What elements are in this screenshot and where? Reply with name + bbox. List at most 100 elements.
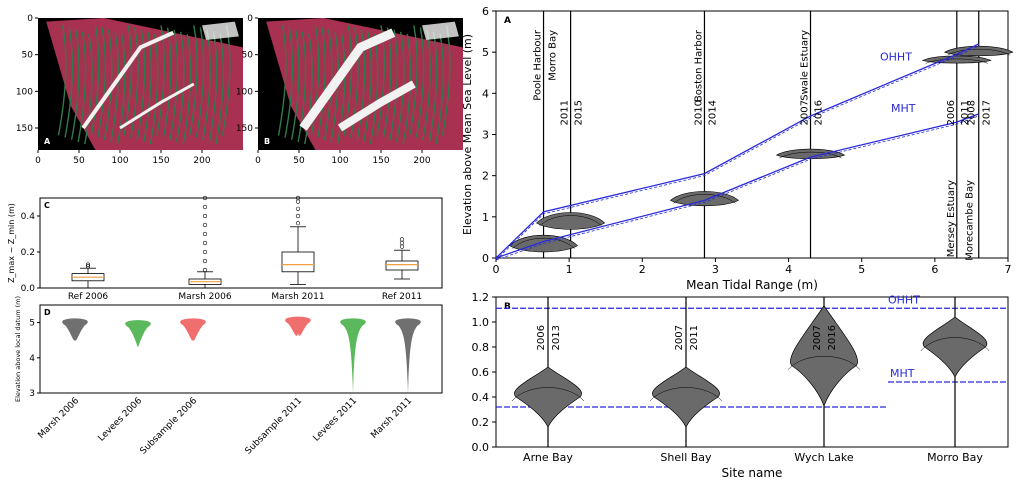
year-label: 2011 [960,100,971,125]
y-tick-label: 1 [482,211,489,224]
outlier-point [202,249,208,255]
x-tick-label: Marsh 2006 [178,292,231,302]
violin [652,366,720,428]
y-tick-label: 3 [29,389,35,399]
panel-label: D [44,308,51,317]
outlier-point [202,222,208,228]
map-bright-patch [202,21,239,40]
outlier-point [85,264,91,269]
y-axis-label: Elevation above local datum (m) [14,296,22,402]
y-tick-label: 2 [482,170,489,183]
violin [536,212,606,230]
map-channel [297,31,307,143]
x-tick-label: 0 [35,156,41,166]
y-tick-label: 5 [482,46,489,59]
y-tick-label: 100 [16,87,33,97]
x-axis-label: Site name [722,466,783,480]
site-name-label: Boston Harbor [693,29,704,102]
map-channel-network [57,25,231,145]
x-tick-label: 5 [858,263,865,276]
violin-outline [787,356,861,370]
map-channel [215,34,224,145]
year-label: 2017 [982,100,993,125]
y-tick-label: 100 [236,87,253,97]
site-violin-panel: B 0.0 0.2 0.4 0.6 0.8 1.0 1.2 Site name OHHT MHT Ar… [472,291,1009,480]
panel-label: A [504,16,511,26]
year-label: 2014 [707,100,718,125]
x-tick-label: Wych Lake [794,451,854,464]
map-channel [182,34,192,145]
y-tick-label: 0.2 [21,248,35,258]
violin [922,316,988,378]
map-channel [290,29,300,140]
map-channel [129,27,139,138]
map-channel [123,25,133,136]
map-channel [103,29,113,140]
y-tick-label: 0 [27,14,33,24]
x-tick-label: Marsh 2006 [36,396,81,441]
x-tick-label: 200 [413,156,430,166]
map-channel [90,25,100,136]
map-channel [149,34,159,145]
x-tick-label: 1 [566,263,573,276]
panel-label: C [44,201,50,210]
y-tick-label: 6 [482,5,489,18]
map-channel [284,27,294,138]
map-channel [116,34,126,145]
x-tick-label: Marsh 2011 [271,292,324,302]
site-name-label: Poole Harbour [533,29,544,101]
x-tick-label: 7 [1005,263,1012,276]
x-tick-label: Shell Bay [660,451,712,464]
violin-outline [673,194,736,204]
violin [790,305,858,407]
outlier-point [295,206,301,211]
violin [514,366,582,428]
map-bright-patch [422,21,459,40]
map-channel [277,25,287,136]
year-label: 2016 [814,100,825,125]
map-channel [77,31,87,143]
y-tick-label: 0.8 [472,341,490,354]
map-channel [84,34,93,145]
map-channel [395,31,405,143]
year-label: 2006 [536,325,547,350]
violin [125,320,151,348]
mht-label: MHT [890,367,915,380]
x-tick-label: Levees 2006 [97,396,145,444]
map-channel [64,27,74,138]
map-channel [428,31,438,143]
map-channel [435,34,444,145]
violin [921,55,992,64]
outlier-point [295,221,301,226]
outlier-point [399,240,405,246]
map-channel [304,34,313,145]
map-channel [195,27,205,138]
map-channel [310,25,320,136]
year-label: 2011 [560,100,571,125]
y-tick-label: 0.4 [472,391,490,404]
boxplot-panel: C 0.0 0.2 0.4 Z_max − Z_min (m) Ref 2006 Marsh… [7,195,443,302]
y-tick-label: 0.0 [21,284,36,294]
panel-label: B [504,302,511,312]
outlier-point [399,244,405,249]
x-tick-label: 4 [785,263,792,276]
year-label: 2016 [827,325,838,350]
outlier-point [85,262,91,267]
map-channel [336,34,346,145]
y-tick-label: 150 [16,124,33,134]
outlier-point [202,258,208,264]
site-name-label: Morro Bay [548,30,559,81]
x-tick-label: 3 [712,263,719,276]
violin-panel-d: D 3 4 5 Elevation above local datum (m) Marsh… [14,296,443,457]
map-channel [70,29,80,140]
x-tick-label: Ref 2006 [68,292,109,302]
map-channel [162,27,172,138]
plot-frame [495,296,1009,448]
x-tick-label: 50 [73,156,85,166]
map-channel [175,31,185,143]
outlier-point [202,213,208,219]
box [385,260,419,271]
ohht-label: OHHT [888,293,920,306]
map-side-channel [337,80,416,132]
panel-label: B [264,137,270,146]
